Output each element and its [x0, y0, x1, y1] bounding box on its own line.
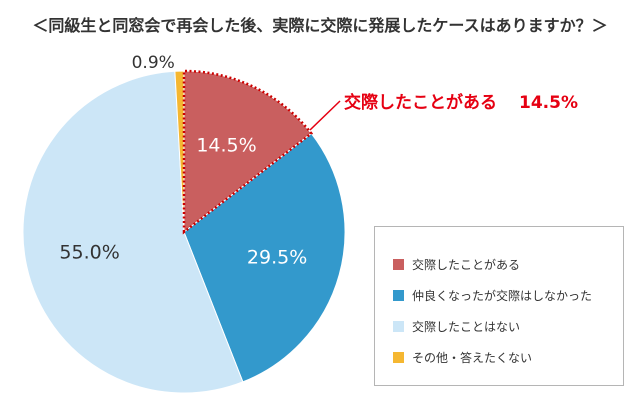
legend-swatch — [393, 289, 404, 301]
highlight-outline — [182, 69, 314, 235]
legend-label: 交際したことはない — [412, 319, 521, 334]
legend-label: その他・答えたくない — [412, 350, 533, 365]
callout-annotation: 交際したことがある 14.5% — [344, 88, 578, 113]
legend-swatch — [393, 351, 404, 363]
slice-value-label: 29.5% — [247, 247, 307, 269]
callout-leader-line — [309, 100, 341, 131]
pie-slice — [22, 70, 244, 394]
pie-slice — [183, 132, 346, 383]
legend-swatch — [393, 258, 404, 270]
pie-slice — [174, 70, 185, 233]
legend-item: 交際したことがある — [393, 255, 520, 273]
legend-label: 交際したことがある — [412, 257, 521, 272]
legend-item: その他・答えたくない — [393, 348, 532, 366]
chart-title: ＜同級生と同窓会で再会した後、実際に交際に発展したケースはありますか？＞ — [32, 16, 608, 35]
slice-value-label: 14.5% — [196, 134, 256, 156]
legend-swatch — [393, 320, 404, 332]
callout-label: 交際したことがある — [344, 93, 497, 113]
legend-label: 仲良くなったが交際はしなかった — [412, 288, 593, 303]
legend-item: 交際したことはない — [393, 317, 520, 335]
callout-value: 14.5% — [519, 93, 578, 113]
chart-legend: 交際したことがある 仲良くなったが交際はしなかった 交際したことはない その他・… — [374, 226, 624, 386]
highlight-layer — [182, 69, 314, 235]
slice-value-label: 55.0% — [59, 242, 119, 264]
legend-item: 仲良くなったが交際はしなかった — [393, 286, 592, 304]
slice-value-label: 0.9% — [132, 53, 175, 73]
slice-labels: 14.5% 29.5% 55.0% 0.9% — [59, 53, 307, 269]
pie-slices — [22, 70, 346, 394]
